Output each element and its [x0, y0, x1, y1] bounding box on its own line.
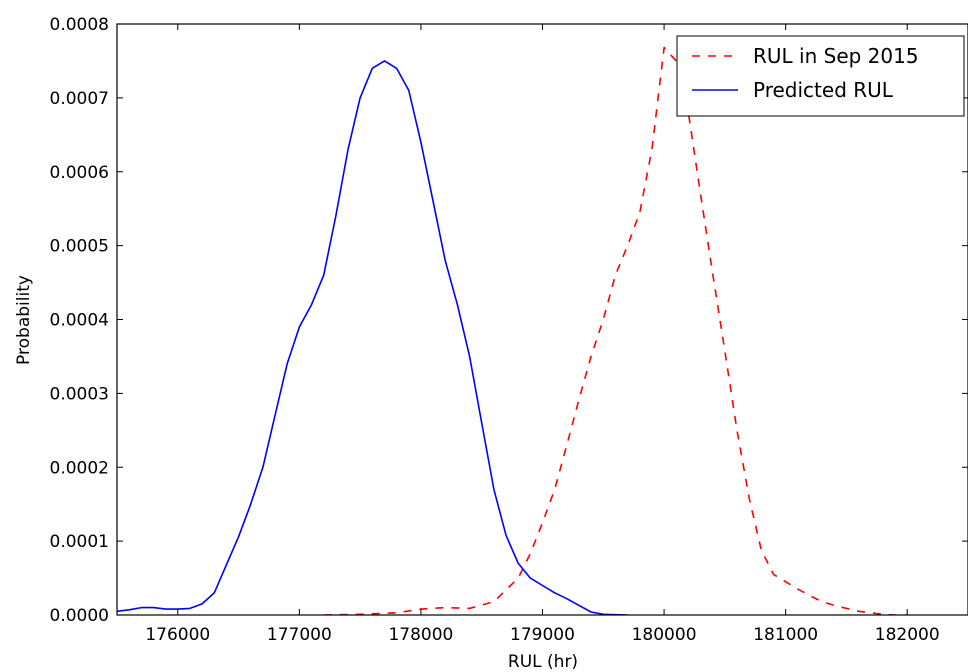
- x-axis-label: RUL (hr): [508, 652, 578, 672]
- y-tick-label: 0.0007: [50, 89, 109, 109]
- y-tick-label: 0.0003: [50, 384, 109, 404]
- y-axis-label: Probability: [14, 275, 34, 365]
- legend-label-rul-sep-2015: RUL in Sep 2015: [753, 44, 919, 68]
- y-tick-label: 0.0004: [50, 311, 109, 331]
- x-tick-label: 182000: [875, 625, 940, 645]
- x-tick-label: 176000: [145, 625, 210, 645]
- x-tick-label: 180000: [632, 625, 697, 645]
- legend-label-predicted-rul: Predicted RUL: [753, 78, 894, 102]
- y-tick-label: 0.0006: [50, 163, 109, 183]
- x-tick-label: 179000: [510, 625, 575, 645]
- y-tick-label: 0.0001: [50, 532, 109, 552]
- y-tick-label: 0.0005: [50, 237, 109, 257]
- x-tick-label: 177000: [267, 625, 332, 645]
- y-tick-label: 0.0000: [50, 606, 109, 626]
- legend-box: [676, 35, 965, 117]
- legend: RUL in Sep 2015 Predicted RUL: [676, 35, 965, 117]
- x-tick-label: 181000: [753, 625, 818, 645]
- series-line-predicted-rul: [117, 60, 628, 615]
- series-line-rul-in-sep-2015: [323, 46, 908, 615]
- x-tick-label: 178000: [388, 625, 453, 645]
- y-tick-label: 0.0002: [50, 458, 109, 478]
- series-layer: [117, 46, 908, 615]
- y-tick-label: 0.0008: [50, 15, 109, 35]
- ticks-layer: 176000 177000 178000 179000 180000 181000 1820…: [50, 15, 968, 645]
